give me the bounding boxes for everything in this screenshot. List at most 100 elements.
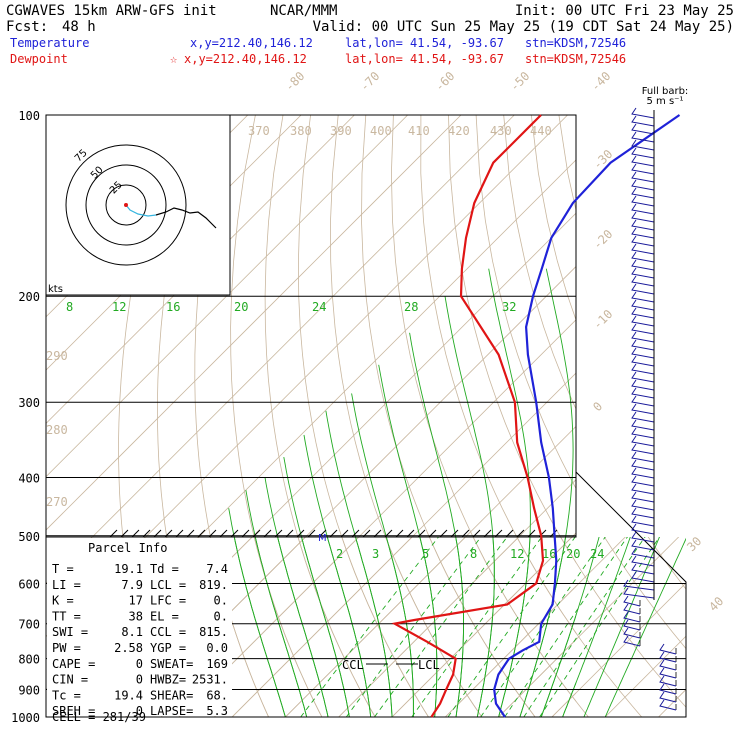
- dry-adiabat-line: [724, 115, 740, 730]
- parcel-val-left: 0: [136, 657, 143, 671]
- theta-label: 270: [46, 495, 68, 509]
- wind-barb: [631, 283, 655, 295]
- hodo-start: [124, 203, 128, 207]
- isotherm-line: [46, 115, 515, 584]
- wind-barb: [631, 139, 655, 151]
- wind-barb: [631, 115, 655, 127]
- wind-barb: [631, 163, 655, 175]
- parcel-val-right: 0.: [214, 609, 228, 623]
- wind-barb: [659, 675, 677, 687]
- wind-barb: [631, 291, 655, 303]
- parcel-key-left: CAPE =: [52, 657, 95, 671]
- hatch-mark: [131, 529, 140, 538]
- isotherm-label: -40: [588, 69, 613, 94]
- wind-barb: [631, 155, 655, 167]
- theta-label: 290: [46, 349, 68, 363]
- mixing-ratio-label: 20: [234, 300, 248, 314]
- moist-adiabat-line: [562, 681, 576, 717]
- isotherm-line: [658, 688, 686, 717]
- valid-time: Valid: 00 UTC Sun 25 May 25 (19 CDT Sat …: [313, 19, 734, 35]
- hatch-mark: [318, 529, 327, 538]
- isotherm-label: 30: [684, 534, 704, 554]
- wind-barb: [631, 195, 655, 207]
- parcel-val-left: 8.1: [121, 625, 143, 639]
- wind-barb: [631, 451, 655, 463]
- hatch-mark: [164, 529, 173, 538]
- parcel-key-right: HWBZ=: [150, 673, 186, 687]
- wind-barb: [631, 203, 655, 215]
- moist-adiabat-line: [562, 537, 631, 717]
- mixing-ratio-line: [345, 537, 482, 717]
- wind-barb: [659, 659, 677, 671]
- theta-label: 410: [408, 124, 430, 138]
- wind-barb: [631, 355, 655, 367]
- wind-barb: [623, 611, 641, 623]
- mixing-ratio-labels: 8 12 16 20 24 28 32 2 3 5 8 12 16 20 24: [66, 300, 604, 561]
- dry-adiabat-line: [647, 537, 686, 590]
- isotherm-line: [231, 537, 413, 717]
- hatch-mark: [483, 529, 492, 538]
- mixing-ratio-label: 32: [502, 300, 516, 314]
- parcel-val-left: 0: [136, 673, 143, 687]
- marker-m: M: [318, 533, 327, 544]
- wind-barb: [623, 635, 641, 647]
- wind-barbs: [623, 107, 677, 711]
- wind-barb: [623, 595, 641, 607]
- parcel-val-right: 7.4: [206, 562, 228, 576]
- wind-barb: [631, 547, 655, 559]
- parcel-val-right: 169: [206, 657, 228, 671]
- wind-barb: [631, 371, 655, 383]
- parcel-val-left: 7.9: [121, 578, 143, 592]
- wind-barb: [659, 683, 677, 695]
- moist-adiabat-line: [233, 537, 286, 717]
- dewpoint-legend: Dewpoint: [10, 52, 68, 66]
- wind-barb: [631, 331, 655, 343]
- hatch-mark: [274, 529, 283, 538]
- init-time: Init: 00 UTC Fri 23 May 25: [515, 3, 734, 19]
- model-title: CGWAVES 15km ARW-GFS init: [6, 3, 217, 19]
- moist-adiabat-line: [444, 296, 495, 717]
- temperature-station: stn=KDSM,72546: [525, 36, 626, 50]
- wind-barb: [631, 483, 655, 495]
- parcel-val-right: 5.3: [206, 704, 228, 718]
- hatch-mark: [142, 529, 151, 538]
- dry-adiabat-line: [472, 537, 589, 717]
- marker-lcl: LCL: [418, 658, 440, 672]
- hatch-mark: [230, 529, 239, 538]
- hatch-mark: [109, 529, 118, 538]
- isotherm-line: [498, 537, 680, 717]
- isotherm-line: [285, 425, 576, 717]
- hatch-mark: [329, 529, 338, 538]
- theta-label: 370: [248, 124, 270, 138]
- wind-barb: [631, 235, 655, 247]
- hatch-mark: [384, 529, 393, 538]
- dry-adiabat-line: [341, 537, 429, 717]
- mixing-ratio-label-low: 16: [542, 547, 556, 561]
- wind-barb: [631, 179, 655, 191]
- wind-barb: [631, 571, 655, 583]
- mixing-ratio-line: [504, 537, 628, 717]
- wind-barb: [631, 563, 655, 575]
- mixing-ratio-label: 24: [312, 300, 326, 314]
- isotherm-label: -10: [590, 307, 615, 332]
- mixing-ratio-line: [411, 537, 543, 717]
- hatch-mark: [340, 529, 349, 538]
- marker-ccl: CCL: [342, 658, 364, 672]
- wind-barb: [631, 275, 655, 287]
- isotherm-line: [178, 319, 576, 717]
- dewpoint-station: stn=KDSM,72546: [525, 52, 626, 66]
- wind-barb: [631, 219, 655, 231]
- dry-adiabat-line: [642, 115, 740, 730]
- hodo-unit: kts: [48, 284, 63, 295]
- isotherm-label: -50: [507, 69, 532, 94]
- wind-barb: [631, 323, 655, 335]
- hatch-mark: [208, 529, 217, 538]
- parcel-val-left: 17: [129, 594, 143, 608]
- wind-barb: [631, 419, 655, 431]
- wind-barb: [631, 387, 655, 399]
- wind-barb: [631, 395, 655, 407]
- theta-label: 400: [370, 124, 392, 138]
- dry-adiabat-line: [475, 115, 576, 490]
- moist-adiabat-line: [498, 537, 531, 717]
- mixing-ratio-label-low: 5: [422, 547, 429, 561]
